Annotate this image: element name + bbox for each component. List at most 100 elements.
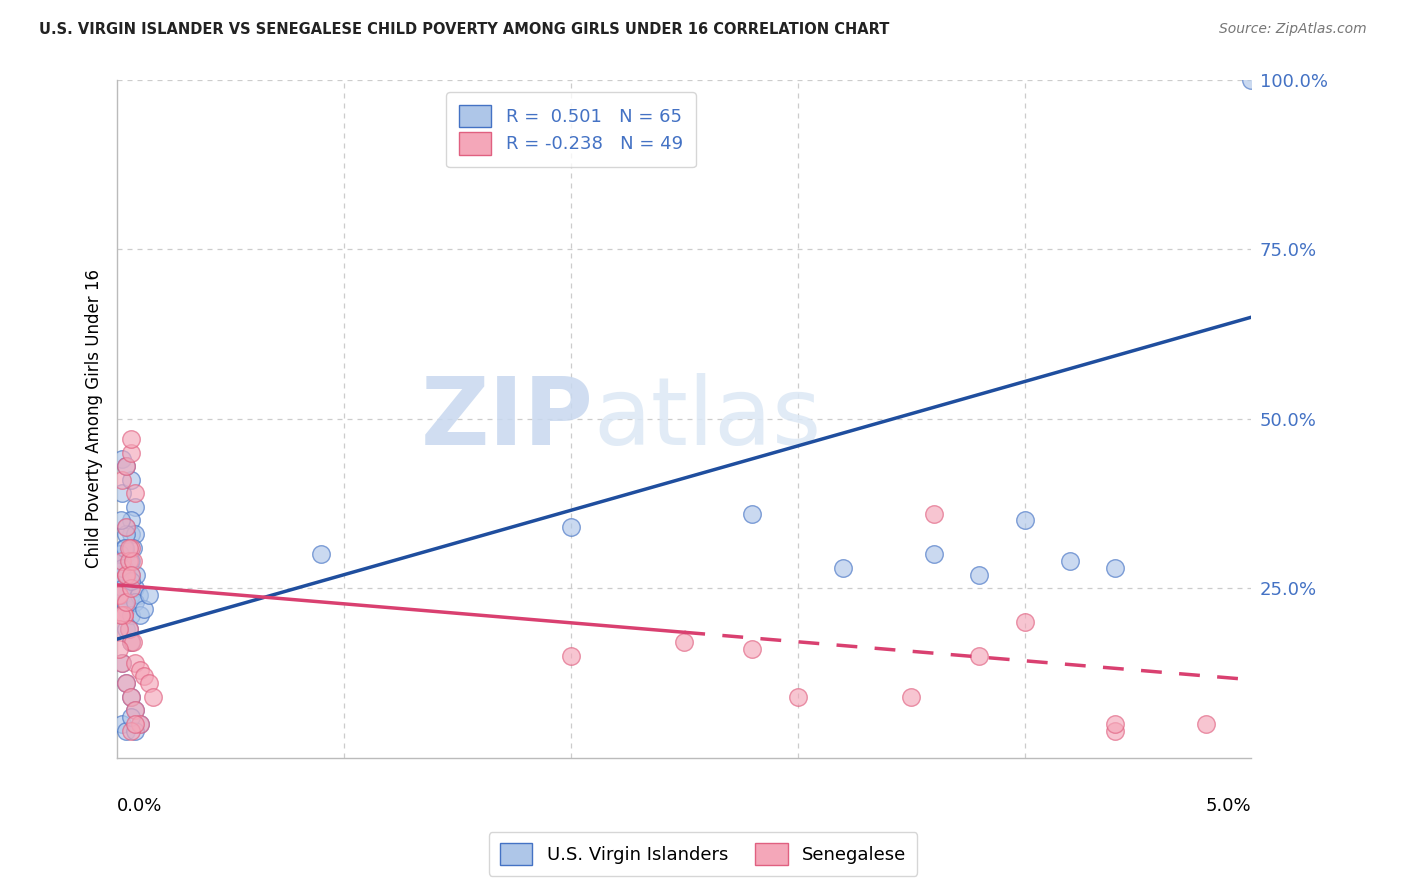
Point — [112, 561, 135, 575]
Point — [124, 486, 146, 500]
Point — [673, 635, 696, 649]
Point — [124, 656, 146, 670]
Point — [114, 541, 136, 555]
Point — [900, 690, 922, 704]
Legend: R =  0.501   N = 65, R = -0.238   N = 49: R = 0.501 N = 65, R = -0.238 N = 49 — [446, 93, 696, 167]
Point — [112, 541, 135, 555]
Point — [115, 459, 138, 474]
Point — [922, 507, 945, 521]
Point — [112, 608, 135, 623]
Point — [111, 486, 134, 500]
Point — [1240, 73, 1263, 87]
Point — [107, 622, 129, 636]
Point — [128, 608, 150, 623]
Point — [120, 608, 142, 623]
Point — [786, 690, 808, 704]
Point — [120, 723, 142, 738]
Point — [115, 547, 138, 561]
Point — [111, 608, 134, 623]
Text: U.S. VIRGIN ISLANDER VS SENEGALESE CHILD POVERTY AMONG GIRLS UNDER 16 CORRELATIO: U.S. VIRGIN ISLANDER VS SENEGALESE CHILD… — [39, 22, 890, 37]
Point — [124, 500, 146, 514]
Point — [108, 642, 131, 657]
Point — [118, 554, 141, 568]
Point — [120, 588, 142, 602]
Legend: U.S. Virgin Islanders, Senegalese: U.S. Virgin Islanders, Senegalese — [489, 832, 917, 876]
Point — [967, 648, 990, 663]
Point — [120, 567, 142, 582]
Point — [1104, 716, 1126, 731]
Point — [120, 527, 142, 541]
Point — [120, 581, 142, 595]
Point — [117, 622, 139, 636]
Point — [120, 567, 142, 582]
Point — [128, 716, 150, 731]
Point — [117, 554, 139, 568]
Point — [120, 554, 142, 568]
Point — [1104, 561, 1126, 575]
Text: ZIP: ZIP — [420, 373, 593, 465]
Point — [120, 574, 142, 589]
Point — [128, 588, 150, 602]
Point — [138, 676, 160, 690]
Point — [115, 676, 138, 690]
Point — [115, 567, 138, 582]
Point — [1059, 554, 1081, 568]
Point — [111, 561, 134, 575]
Point — [120, 541, 142, 555]
Text: Source: ZipAtlas.com: Source: ZipAtlas.com — [1219, 22, 1367, 37]
Point — [120, 446, 142, 460]
Point — [138, 588, 160, 602]
Text: atlas: atlas — [593, 373, 821, 465]
Point — [122, 635, 145, 649]
Point — [108, 588, 131, 602]
Point — [110, 608, 132, 623]
Point — [922, 547, 945, 561]
Point — [120, 432, 142, 446]
Point — [1014, 513, 1036, 527]
Point — [111, 588, 134, 602]
Point — [741, 507, 763, 521]
Point — [120, 690, 142, 704]
Point — [115, 676, 138, 690]
Point — [1195, 716, 1218, 731]
Point — [120, 635, 142, 649]
Point — [560, 520, 582, 534]
Point — [967, 567, 990, 582]
Point — [115, 581, 138, 595]
Point — [114, 595, 136, 609]
Point — [115, 520, 138, 534]
Point — [115, 459, 138, 474]
Point — [124, 703, 146, 717]
Point — [111, 656, 134, 670]
Point — [111, 473, 134, 487]
Point — [142, 690, 165, 704]
Point — [120, 690, 142, 704]
Text: 0.0%: 0.0% — [117, 797, 163, 814]
Point — [120, 513, 142, 527]
Point — [108, 588, 131, 602]
Point — [124, 527, 146, 541]
Point — [741, 642, 763, 657]
Y-axis label: Child Poverty Among Girls Under 16: Child Poverty Among Girls Under 16 — [86, 269, 103, 568]
Point — [111, 452, 134, 467]
Text: 5.0%: 5.0% — [1206, 797, 1251, 814]
Point — [124, 595, 146, 609]
Point — [115, 527, 138, 541]
Point — [311, 547, 333, 561]
Point — [111, 554, 134, 568]
Point — [111, 656, 134, 670]
Point — [124, 581, 146, 595]
Point — [111, 581, 134, 595]
Point — [1104, 723, 1126, 738]
Point — [115, 520, 138, 534]
Point — [124, 716, 146, 731]
Point — [112, 608, 135, 623]
Point — [124, 723, 146, 738]
Point — [128, 663, 150, 677]
Point — [110, 554, 132, 568]
Point — [117, 541, 139, 555]
Point — [1014, 615, 1036, 629]
Point — [115, 595, 138, 609]
Point — [832, 561, 855, 575]
Point — [120, 473, 142, 487]
